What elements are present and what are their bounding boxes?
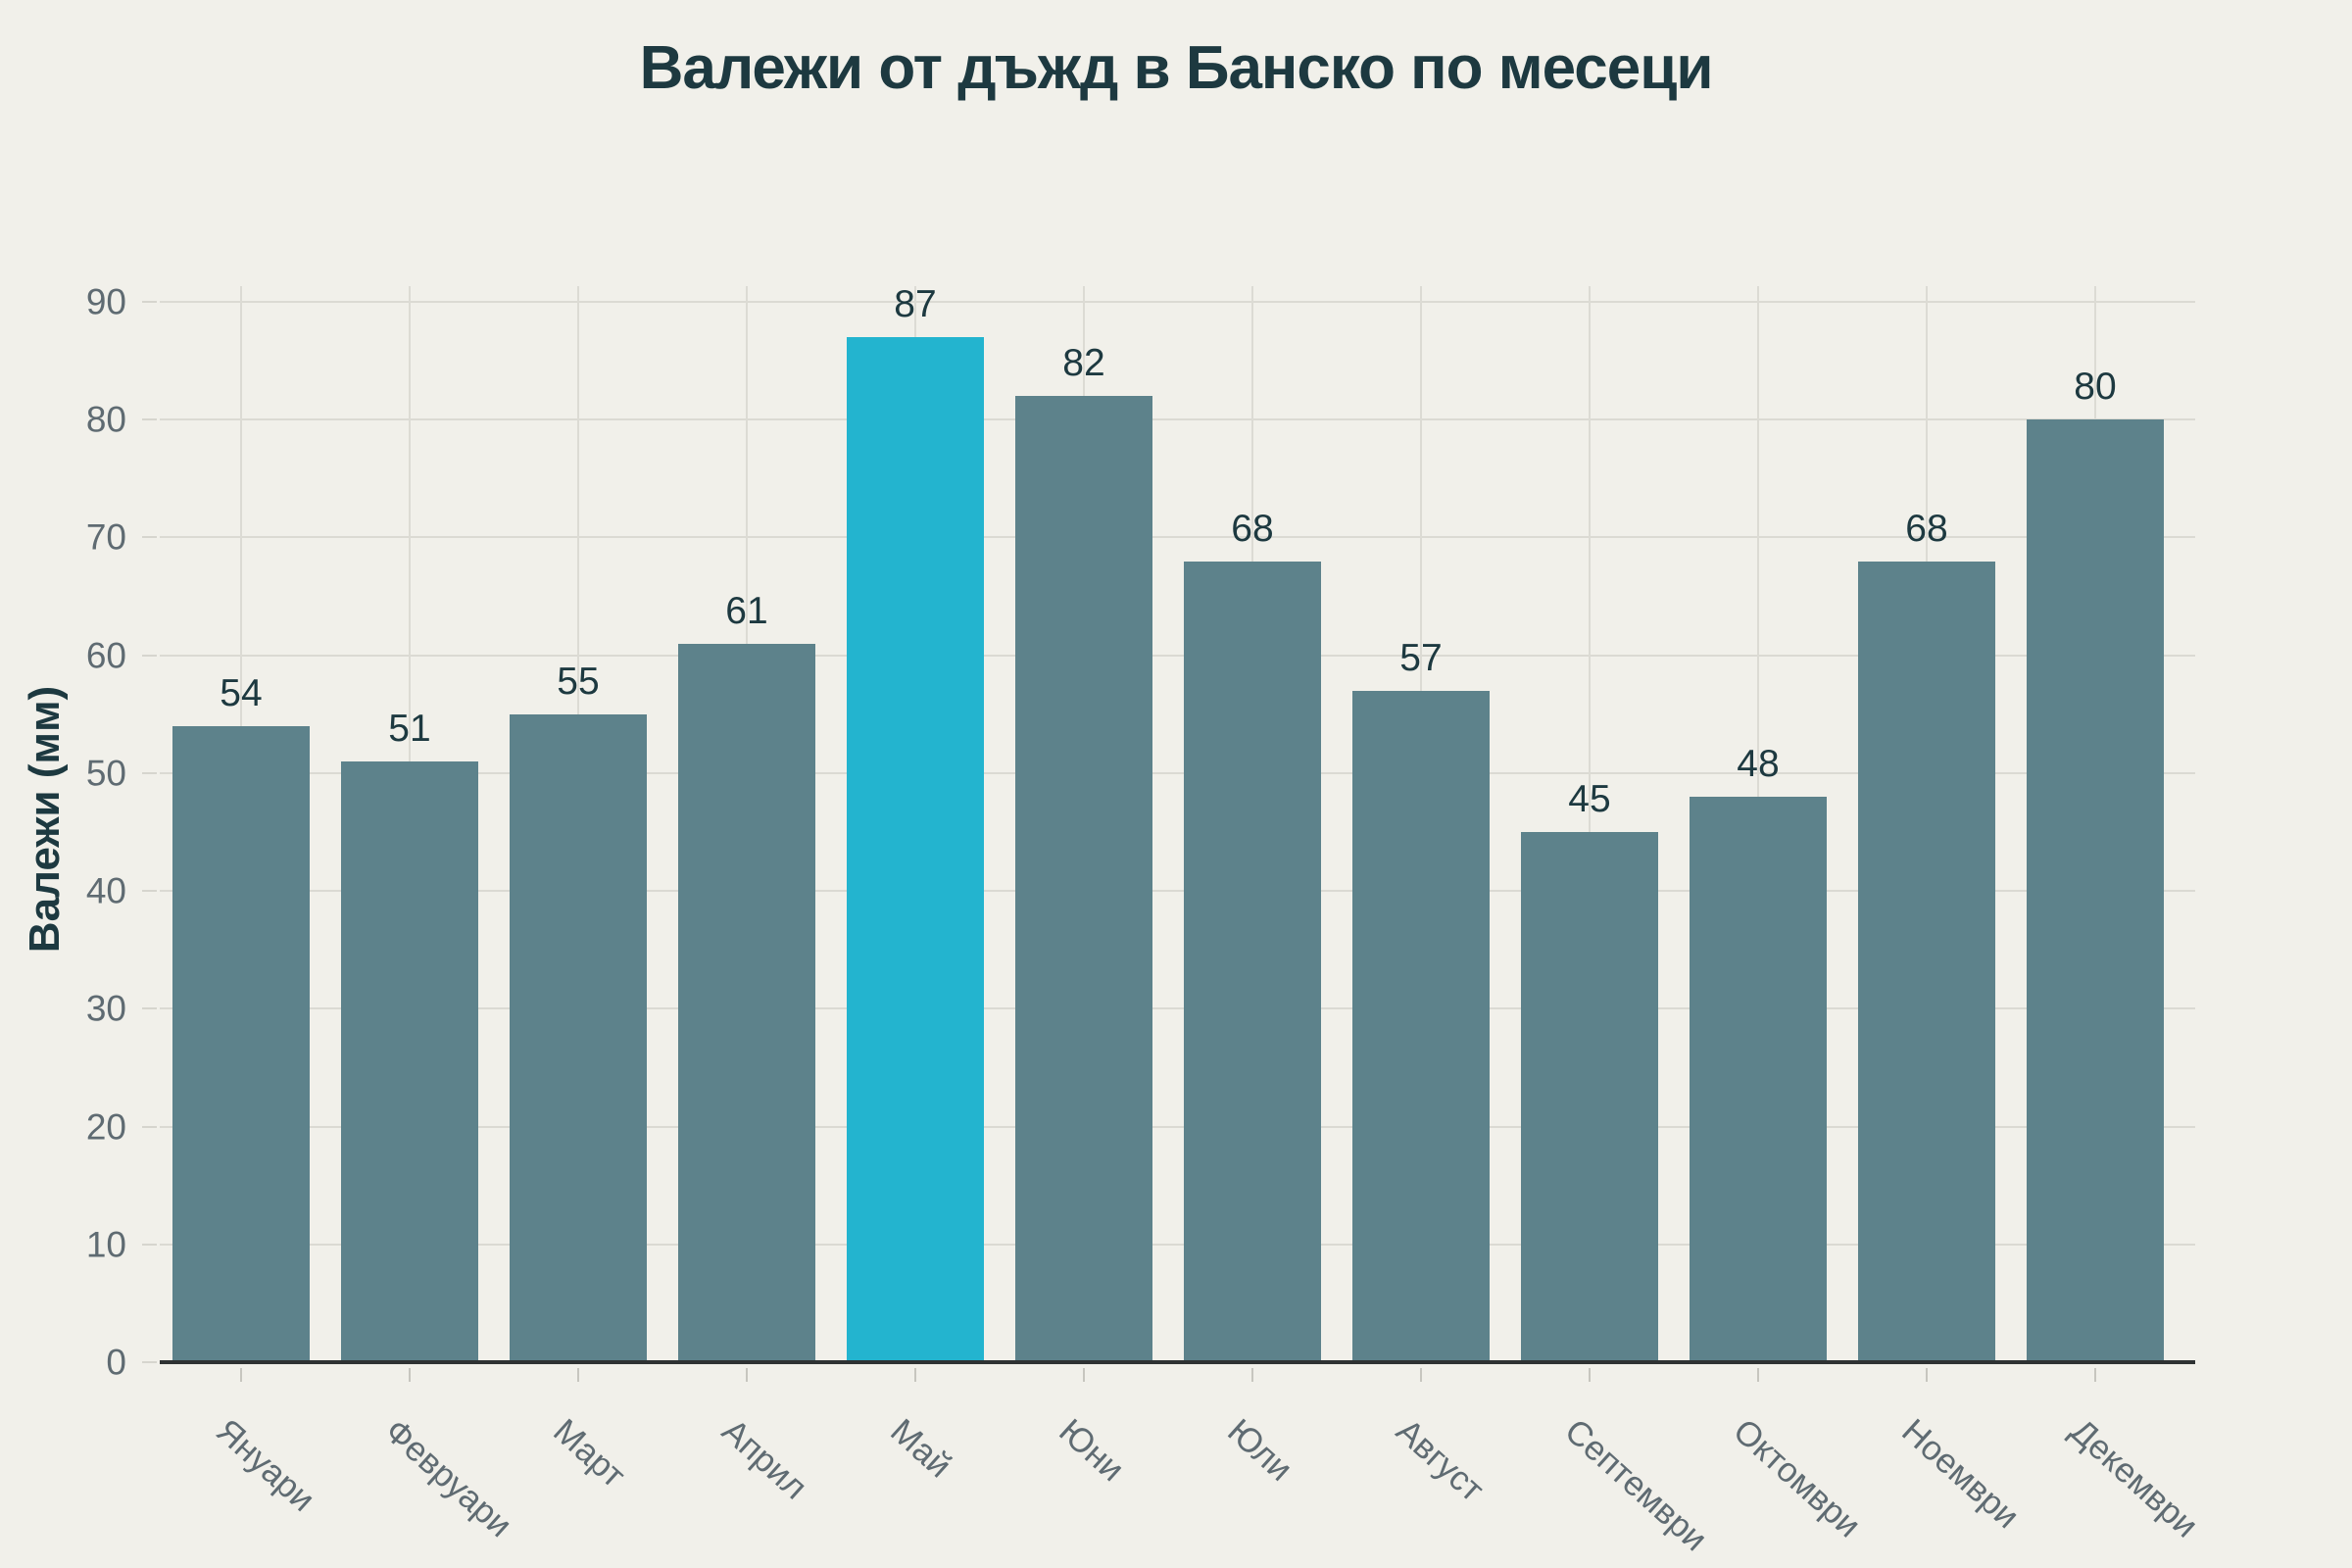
bar-slot: 68 Юли [1184, 286, 1321, 1489]
y-tick-mark [142, 1243, 157, 1246]
x-tick-label: Септември [1557, 1411, 1715, 1559]
y-tick-label: 70 [85, 516, 126, 558]
bar-value-label: 61 [725, 589, 768, 632]
gridline [160, 418, 2195, 421]
gridline [160, 536, 2195, 539]
bar-slot: 48 Октомври [1690, 286, 1868, 1544]
y-tick-label: 60 [85, 635, 126, 676]
y-tick-mark [142, 418, 157, 421]
bar-value-label: 80 [2074, 366, 2117, 409]
bar-slot: 87 Май [847, 285, 984, 1485]
x-tick-mark [746, 1368, 748, 1382]
bar-slot: 57 Август [1352, 286, 1492, 1509]
x-tick-mark [1757, 1368, 1759, 1382]
bar-value-label: 48 [1737, 742, 1780, 785]
bar-slot: 80 Декември [2027, 286, 2205, 1545]
bar [847, 337, 984, 1362]
y-tick-label: 50 [85, 753, 126, 794]
y-axis-title: Валежи (мм) [21, 685, 69, 954]
x-tick-label: Юни [1052, 1411, 1132, 1490]
bar [1521, 832, 1658, 1362]
y-tick-label: 40 [85, 870, 126, 911]
bar-value-label: 68 [1231, 507, 1274, 550]
x-tick-mark [2094, 1368, 2096, 1382]
y-tick-label: 20 [85, 1106, 126, 1148]
x-tick-label: Февруари [377, 1411, 519, 1545]
y-tick-label: 90 [85, 281, 126, 322]
gridline [160, 890, 2195, 893]
gridline [160, 1007, 2195, 1010]
bar-slot: 54 Януари [172, 286, 322, 1519]
y-tick-mark [142, 1007, 157, 1010]
gridline [160, 301, 2195, 303]
y-tick-label: 30 [85, 988, 126, 1029]
x-tick-mark [577, 1368, 579, 1382]
x-tick-mark [409, 1368, 411, 1382]
x-tick-label: Ноември [1894, 1411, 2027, 1537]
x-tick-label: Юли [1220, 1411, 1300, 1489]
bar-value-label: 54 [220, 671, 263, 714]
y-tick-mark [142, 890, 157, 893]
gridline [160, 771, 2195, 774]
bar [1352, 690, 1490, 1362]
y-tick-label: 10 [85, 1224, 126, 1265]
x-tick-mark [1926, 1368, 1928, 1382]
x-tick-label: Януари [209, 1411, 322, 1519]
x-tick-mark [1083, 1368, 1085, 1382]
y-tick-mark [142, 536, 157, 539]
bar [2027, 419, 2164, 1362]
bar [1015, 396, 1152, 1362]
bars-layer: 54 Януари 51 Февруари 55 Март 61 Април 87 Май 82 Юн… [160, 285, 2205, 1558]
bar [1184, 561, 1321, 1362]
x-tick-mark [1251, 1368, 1253, 1382]
y-tick-mark [142, 301, 157, 303]
bar-value-label: 45 [1568, 778, 1611, 820]
bar-value-label: 82 [1062, 342, 1105, 385]
x-tick-mark [914, 1368, 916, 1382]
x-tick-label: Октомври [1726, 1411, 1869, 1545]
gridline [160, 1125, 2195, 1128]
x-tick-label: Декември [2063, 1411, 2206, 1545]
bar-slot: 45 Септември [1521, 286, 1714, 1558]
bar-value-label: 57 [1399, 636, 1443, 679]
x-tick-mark [240, 1368, 242, 1382]
bar [172, 725, 310, 1362]
bar-value-label: 87 [894, 283, 937, 326]
x-tick-label: Август [1389, 1411, 1492, 1509]
bar [678, 643, 815, 1362]
bar-slot: 61 Април [678, 286, 815, 1507]
gridline [160, 654, 2195, 657]
bar-value-label: 51 [388, 707, 431, 750]
bar-slot: 68 Ноември [1858, 286, 2027, 1536]
y-tick-mark [142, 1361, 157, 1363]
y-tick-mark [142, 771, 157, 774]
x-tick-label: Април [714, 1411, 814, 1507]
bar-slot: 55 Март [510, 286, 647, 1495]
plot-area: 0 10 20 30 40 50 60 70 80 90 54 Януари 51 Февруари 55… [86, 284, 2205, 1559]
bar [1858, 561, 1995, 1362]
bar-slot: 51 Февруари [341, 286, 519, 1544]
x-tick-label: Май [883, 1411, 959, 1486]
y-tick-mark [142, 654, 157, 657]
x-tick-mark [1420, 1368, 1422, 1382]
x-tick-label: Март [546, 1411, 633, 1495]
x-axis-line [160, 1360, 2195, 1364]
bar [510, 713, 647, 1362]
bar-value-label: 68 [1905, 507, 1948, 550]
y-tick-label: 80 [85, 399, 126, 440]
gridline [160, 1243, 2195, 1246]
y-tick-mark [142, 1125, 157, 1128]
vertical-gridline [1589, 286, 1591, 1362]
chart-title: Валежи от дъжд в Банско по месеци [639, 34, 1714, 102]
bar-value-label: 55 [557, 660, 600, 703]
bar [341, 760, 478, 1362]
y-tick-label: 0 [106, 1342, 126, 1383]
bar-slot: 82 Юни [1015, 286, 1152, 1489]
x-tick-mark [1589, 1368, 1591, 1382]
bar [1690, 796, 1827, 1362]
